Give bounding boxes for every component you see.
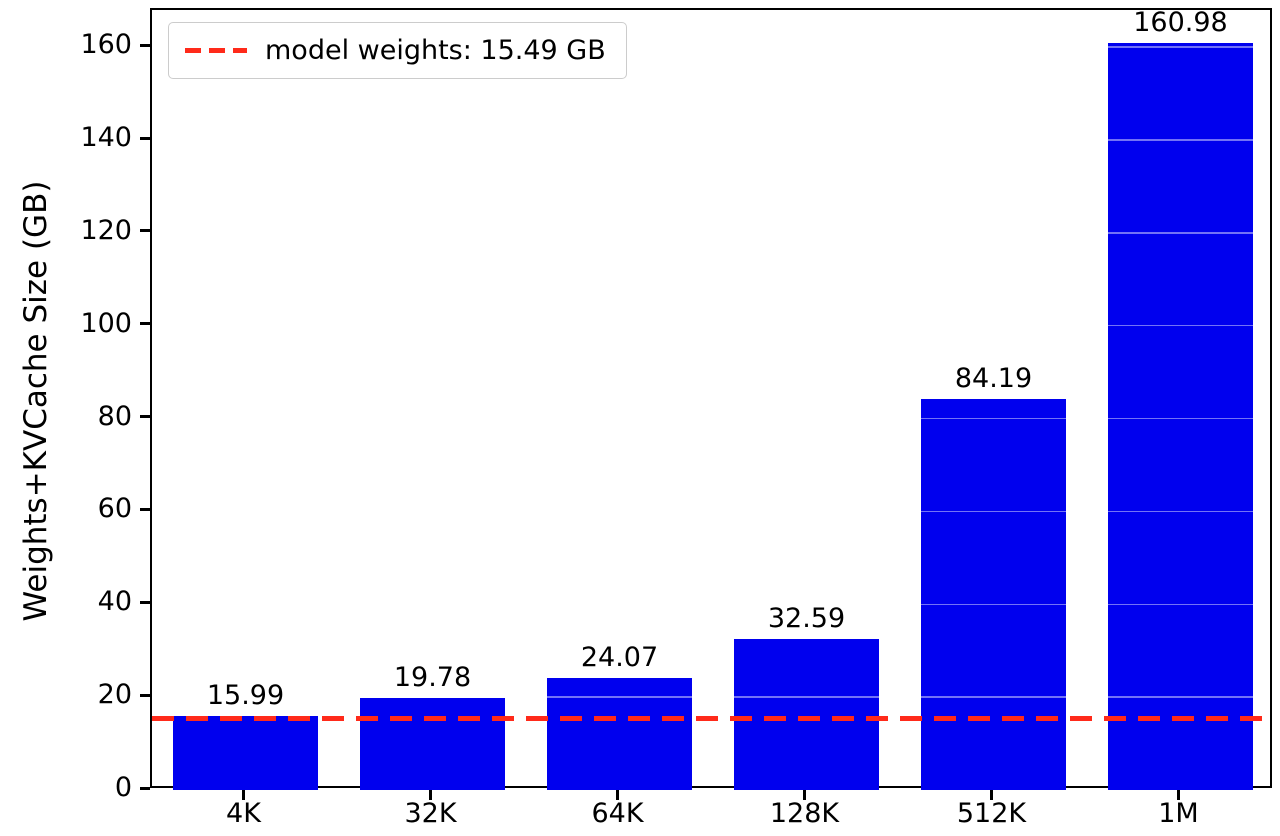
bar-value-label: 15.99	[206, 679, 285, 711]
y-tick-mark	[140, 322, 150, 326]
x-tick-mark	[990, 790, 993, 800]
x-tick-mark	[616, 790, 619, 800]
y-tick-mark	[140, 43, 150, 47]
y-tick-mark	[140, 600, 150, 604]
plot-area: model weights: 15.49 GB 15.99 19.78 24.07 3…	[150, 7, 1272, 790]
x-tick-label: 32K	[404, 798, 457, 829]
y-tick-label: 160	[80, 29, 132, 61]
bar	[172, 715, 319, 790]
x-tick-label: 1M	[1158, 798, 1199, 829]
dashed-line-swatch	[185, 48, 247, 53]
bar	[920, 399, 1067, 790]
bar-value-label: 24.07	[580, 642, 659, 674]
x-tick-mark	[803, 790, 806, 800]
bar	[546, 678, 693, 790]
x-tick-mark	[1177, 790, 1180, 800]
x-tick-label: 128K	[769, 798, 840, 829]
bar-value-label: 160.98	[1133, 6, 1228, 38]
y-tick-mark	[140, 415, 150, 419]
y-tick-label: 60	[97, 493, 132, 525]
bar	[1107, 42, 1254, 790]
gridline	[152, 139, 1270, 141]
y-tick-mark	[140, 136, 150, 140]
bar-value-label: 84.19	[954, 363, 1033, 395]
bar	[733, 638, 880, 790]
y-tick-label: 100	[80, 307, 132, 339]
gridline	[152, 510, 1270, 513]
gridline	[152, 324, 1270, 327]
y-tick-label: 20	[97, 679, 132, 711]
y-tick-label: 120	[80, 214, 132, 246]
legend: model weights: 15.49 GB	[168, 22, 627, 79]
y-tick-mark	[140, 693, 150, 697]
gridline	[152, 603, 1270, 606]
gridline	[152, 696, 1270, 698]
bar-value-label: 32.59	[767, 602, 846, 634]
y-tick-label: 0	[114, 772, 132, 803]
x-tick-label: 512K	[956, 798, 1027, 829]
y-tick-mark	[140, 786, 150, 790]
gridline	[152, 232, 1270, 234]
y-tick-label: 80	[97, 400, 132, 432]
model-weights-reference-line	[152, 715, 1270, 721]
y-tick-mark	[140, 229, 150, 233]
bar	[359, 698, 506, 790]
y-tick-label: 140	[80, 122, 132, 153]
x-tick-mark	[242, 790, 245, 800]
bar-value-label: 19.78	[393, 662, 472, 694]
x-tick-mark	[429, 790, 432, 800]
gridline	[152, 417, 1270, 420]
x-tick-label: 4K	[226, 798, 261, 829]
gridline	[152, 46, 1270, 48]
x-tick-label: 64K	[591, 798, 644, 829]
y-tick-label: 40	[97, 586, 132, 618]
y-tick-mark	[140, 507, 150, 511]
legend-label: model weights: 15.49 GB	[265, 35, 606, 66]
